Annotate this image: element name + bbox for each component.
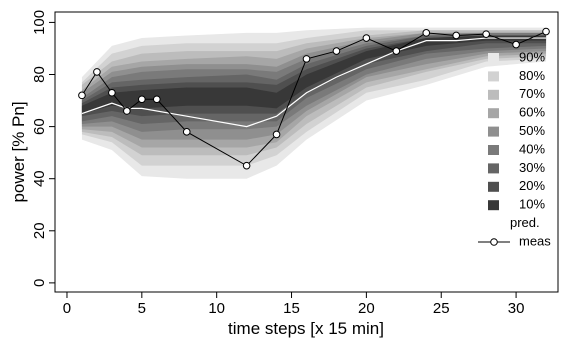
meas-point bbox=[123, 107, 131, 115]
x-tick-label: 30 bbox=[508, 300, 525, 317]
legend-label: 70% bbox=[519, 86, 545, 101]
legend-label: 90% bbox=[519, 49, 545, 64]
legend-label: 40% bbox=[519, 141, 545, 156]
meas-point bbox=[392, 47, 401, 55]
legend-label: pred. bbox=[510, 215, 540, 230]
meas-point bbox=[302, 55, 311, 63]
pred-line bbox=[81, 37, 547, 128]
legend-label: 20% bbox=[519, 178, 545, 193]
x-tick-label: 15 bbox=[283, 300, 300, 317]
legend-swatch bbox=[488, 53, 499, 63]
legend-label: 50% bbox=[519, 123, 545, 138]
meas-point bbox=[272, 130, 281, 139]
legend-meas-marker bbox=[490, 238, 498, 246]
meas-point bbox=[332, 47, 341, 55]
x-tick-label: 0 bbox=[63, 300, 71, 317]
meas-point bbox=[452, 31, 461, 40]
x-tick-label: 20 bbox=[358, 300, 375, 317]
meas-point bbox=[512, 40, 520, 49]
plot-frame bbox=[54, 11, 559, 293]
x-tick-label: 10 bbox=[208, 300, 225, 317]
y-tick-label: 40 bbox=[31, 170, 48, 187]
x-axis-title: time steps [x 15 min] bbox=[228, 319, 384, 338]
meas-point bbox=[93, 68, 101, 76]
y-tick-label: 80 bbox=[31, 66, 48, 83]
x-tick-label: 5 bbox=[138, 300, 146, 317]
legend-swatch bbox=[488, 200, 499, 211]
legend-swatch bbox=[488, 89, 499, 100]
fan-band bbox=[81, 35, 547, 114]
meas-point bbox=[422, 29, 431, 37]
meas-point bbox=[152, 95, 161, 104]
x-tick-label: 25 bbox=[433, 300, 450, 317]
legend-label: 60% bbox=[519, 105, 545, 120]
legend-label: 80% bbox=[519, 68, 545, 83]
meas-point bbox=[482, 30, 490, 38]
y-tick-label: 100 bbox=[31, 10, 48, 35]
legend-swatch bbox=[488, 181, 499, 192]
meas-point bbox=[542, 27, 550, 36]
meas-point bbox=[242, 161, 251, 170]
legend-swatch bbox=[488, 126, 499, 137]
meas-point bbox=[78, 91, 86, 100]
legend-swatch bbox=[488, 145, 499, 155]
legend-swatch bbox=[488, 71, 499, 82]
y-axis-title: power [% Pn] bbox=[9, 101, 28, 202]
meas-point bbox=[362, 34, 371, 42]
legend-swatch bbox=[488, 108, 499, 119]
legend-swatch bbox=[488, 163, 499, 174]
y-tick-label: 60 bbox=[31, 118, 48, 135]
meas-point bbox=[182, 128, 191, 136]
legend-label: 30% bbox=[519, 160, 545, 175]
y-tick-label: 0 bbox=[31, 279, 48, 287]
y-tick-label: 20 bbox=[31, 222, 48, 239]
meas-line bbox=[81, 31, 547, 167]
meas-point bbox=[108, 88, 116, 97]
legend-label: 10% bbox=[519, 197, 545, 212]
meas-point bbox=[138, 95, 146, 104]
legend-label: meas bbox=[519, 233, 551, 248]
